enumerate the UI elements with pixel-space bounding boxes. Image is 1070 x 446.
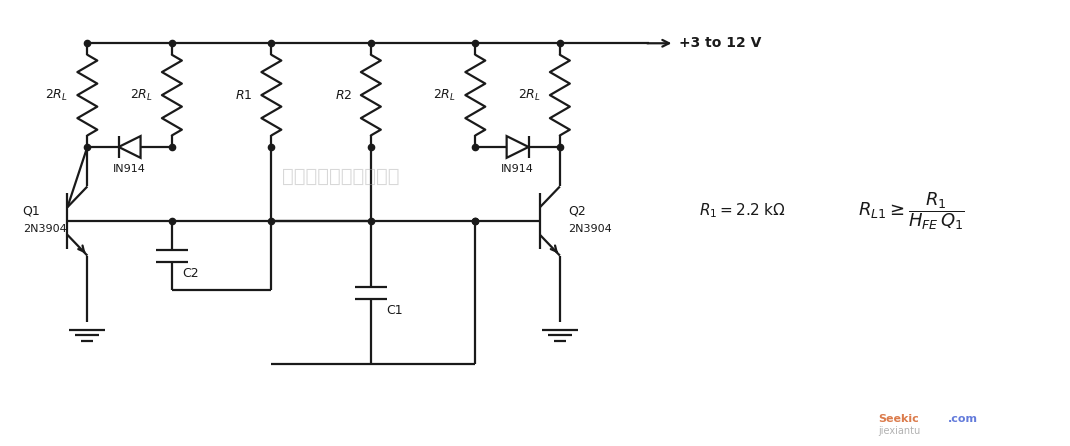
Text: IN914: IN914 — [113, 164, 146, 174]
Text: $R_{L1} \geq \dfrac{R_1}{H_{FE}\,Q_1}$: $R_{L1} \geq \dfrac{R_1}{H_{FE}\,Q_1}$ — [858, 190, 965, 232]
Text: C2: C2 — [182, 268, 198, 281]
Text: C1: C1 — [386, 305, 402, 318]
Text: Q1: Q1 — [22, 205, 41, 218]
Text: $R2$: $R2$ — [335, 89, 352, 102]
Text: +3 to 12 V: +3 to 12 V — [679, 36, 762, 50]
Text: Q2: Q2 — [568, 205, 585, 218]
Text: $2R_L$: $2R_L$ — [518, 87, 541, 103]
Text: $R1$: $R1$ — [235, 89, 253, 102]
Text: IN914: IN914 — [501, 164, 534, 174]
Text: $R_1 = 2.2\ \mathrm{k}\Omega$: $R_1 = 2.2\ \mathrm{k}\Omega$ — [699, 202, 786, 220]
Text: $2R_L$: $2R_L$ — [131, 87, 153, 103]
Text: $2R_L$: $2R_L$ — [45, 87, 68, 103]
Text: 杭州将睷科技有限公司: 杭州将睷科技有限公司 — [282, 167, 400, 186]
Text: $2R_L$: $2R_L$ — [433, 87, 457, 103]
Text: jiexiantu: jiexiantu — [878, 426, 920, 436]
Text: .com: .com — [948, 413, 978, 424]
Text: 2N3904: 2N3904 — [568, 224, 612, 234]
Text: Seekic: Seekic — [878, 413, 919, 424]
Text: 2N3904: 2N3904 — [22, 224, 66, 234]
